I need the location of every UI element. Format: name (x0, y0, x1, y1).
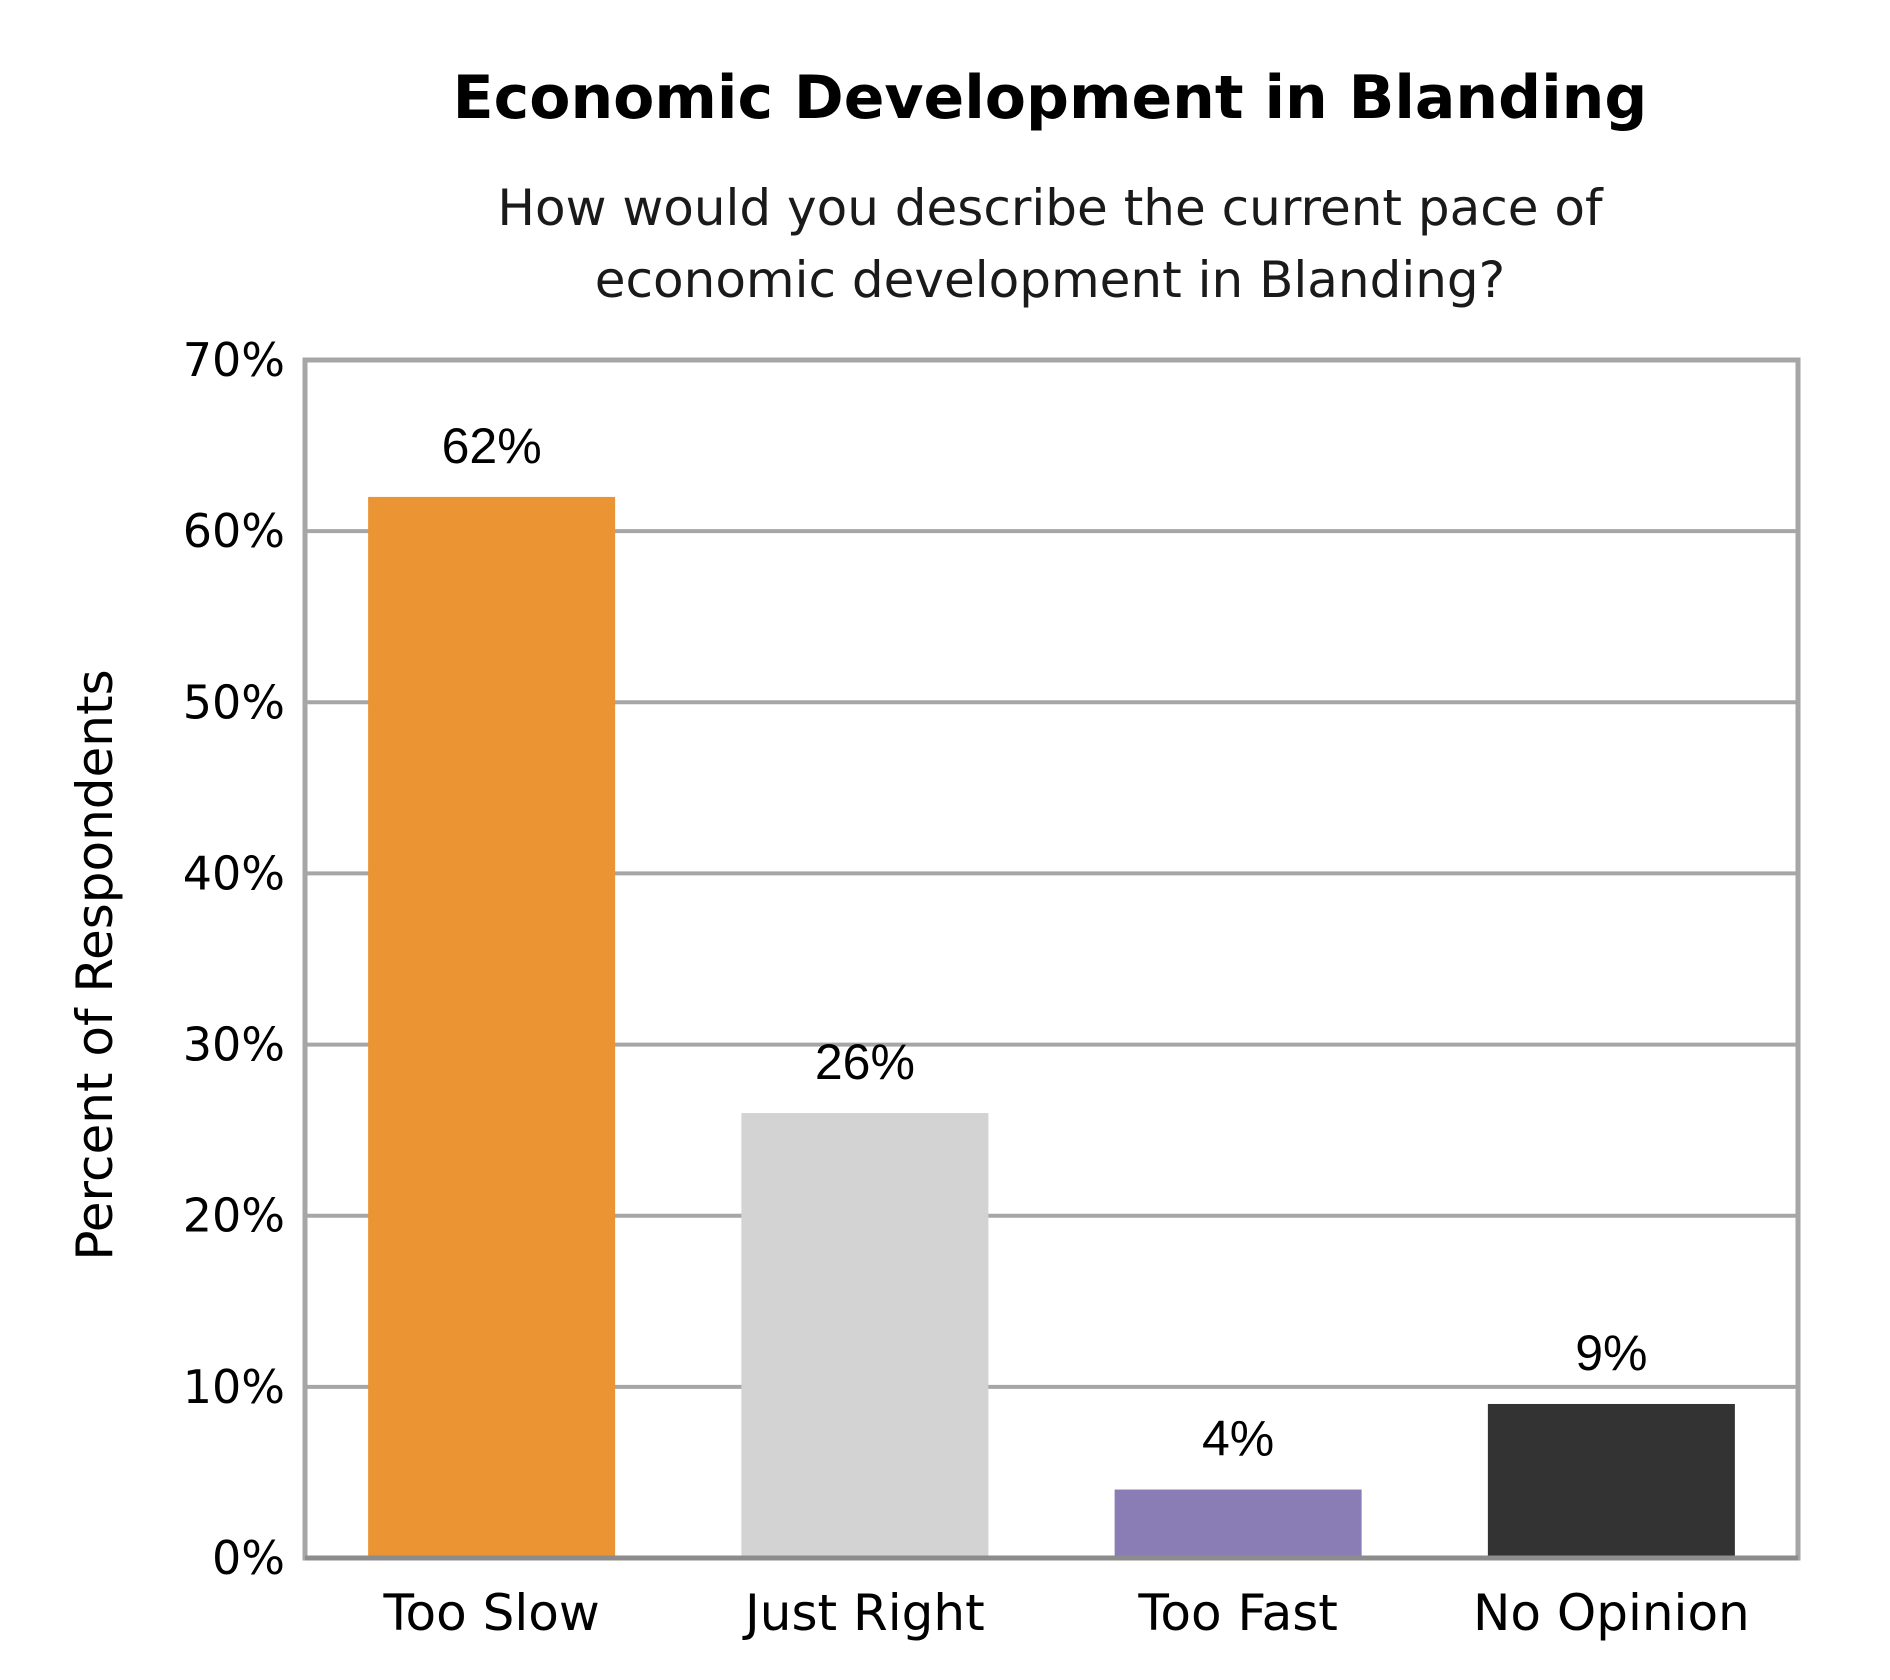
data-label-1: 26% (815, 1034, 915, 1090)
y-tick-label-30: 30% (183, 1018, 285, 1072)
bars (368, 496, 1735, 1558)
category-label-3: No Opinion (1473, 1584, 1750, 1642)
data-label-2: 4% (1202, 1411, 1274, 1467)
y-tick-label-0: 0% (212, 1531, 285, 1585)
chart-title: Economic Development in Blanding (453, 63, 1648, 133)
bar-3 (1487, 1403, 1735, 1558)
y-tick-label-10: 10% (183, 1360, 285, 1414)
y-tick-label-70: 70% (183, 333, 285, 387)
category-label-2: Too Fast (1137, 1584, 1338, 1642)
bar-0 (368, 496, 616, 1558)
chart-subtitle-line-1: How would you describe the current pace … (497, 179, 1604, 237)
y-tick-label-60: 60% (183, 504, 285, 558)
category-label-0: Too Slow (383, 1584, 600, 1642)
bar-2 (1114, 1489, 1362, 1558)
y-tick-label-40: 40% (183, 846, 285, 900)
data-label-0: 62% (442, 418, 542, 474)
category-label-1: Just Right (742, 1584, 985, 1642)
y-tick-label-20: 20% (183, 1189, 285, 1243)
y-tick-label-50: 50% (183, 675, 285, 729)
plot-frame (302, 357, 1801, 1561)
x-axis-categories: Too Slow Just Right Too Fast No Opinion (383, 1584, 1750, 1642)
data-labels: 62% 26% 4% 9% (442, 418, 1648, 1467)
bar-1 (741, 1113, 989, 1558)
chart-subtitle-line-2: economic development in Blanding? (595, 251, 1505, 309)
data-label-3: 9% (1575, 1325, 1647, 1381)
y-axis-ticks: 0% 10% 20% 30% 40% 50% 60% 70% (183, 333, 285, 1585)
y-axis-label: Percent of Respondents (66, 669, 124, 1260)
